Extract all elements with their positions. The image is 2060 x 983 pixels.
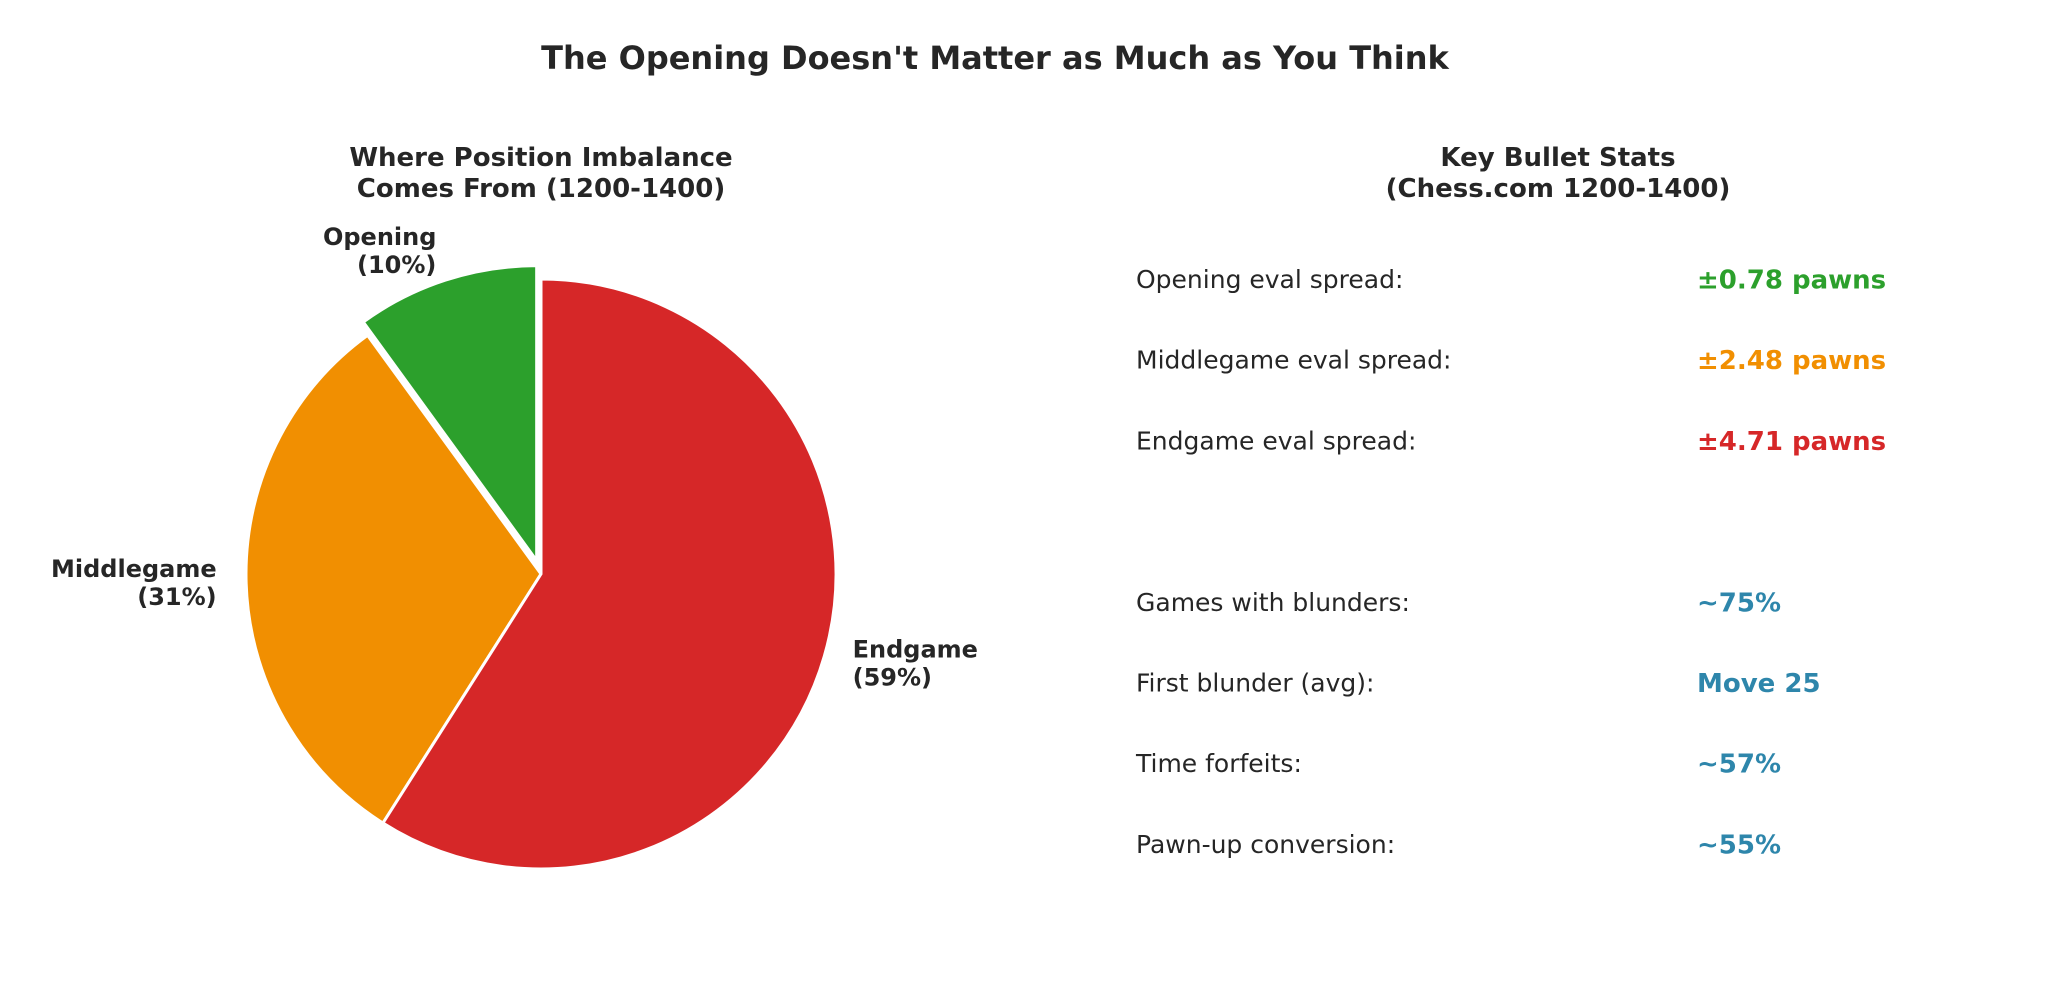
stat-value: ~75% xyxy=(1697,588,1781,618)
pie-title-line: Comes From (1200-1400) xyxy=(357,174,725,204)
stat-label: Games with blunders: xyxy=(1136,588,1410,617)
stat-value: ±2.48 pawns xyxy=(1697,346,1886,376)
pie-title: Where Position Imbalance Comes From (1200… xyxy=(349,143,732,204)
stat-label: Middlegame eval spread: xyxy=(1136,346,1451,375)
pie-title-line: Where Position Imbalance xyxy=(349,143,732,173)
stat-label: Opening eval spread: xyxy=(1136,265,1403,294)
main-title: The Opening Doesn't Matter as Much as Yo… xyxy=(541,39,1449,77)
stat-label: Time forfeits: xyxy=(1135,749,1302,778)
slice-label: Opening xyxy=(323,223,436,251)
slice-value-label: (10%) xyxy=(357,251,436,279)
slice-value-label: (31%) xyxy=(137,583,216,611)
stat-value: ~55% xyxy=(1697,830,1781,860)
pie-slice xyxy=(361,264,539,566)
stat-value: ±4.71 pawns xyxy=(1697,427,1886,457)
stat-label: First blunder (avg): xyxy=(1136,669,1374,698)
slice-label: Middlegame xyxy=(51,555,217,583)
pie-slice xyxy=(244,333,543,826)
stat-label: Pawn-up conversion: xyxy=(1136,830,1395,859)
stat-value: ±0.78 pawns xyxy=(1697,266,1886,296)
stat-label: Endgame eval spread: xyxy=(1136,426,1416,455)
stats-title-line: (Chess.com 1200-1400) xyxy=(1386,174,1731,204)
stat-value: Move 25 xyxy=(1697,669,1821,699)
slice-value-label: (59%) xyxy=(853,664,932,692)
pie-slice xyxy=(380,277,838,871)
stats-title: Key Bullet Stats (Chess.com 1200-1400) xyxy=(1386,143,1731,204)
stat-value: ~57% xyxy=(1697,750,1781,780)
stats-title-line: Key Bullet Stats xyxy=(1440,143,1675,173)
slice-label: Endgame xyxy=(853,636,978,664)
